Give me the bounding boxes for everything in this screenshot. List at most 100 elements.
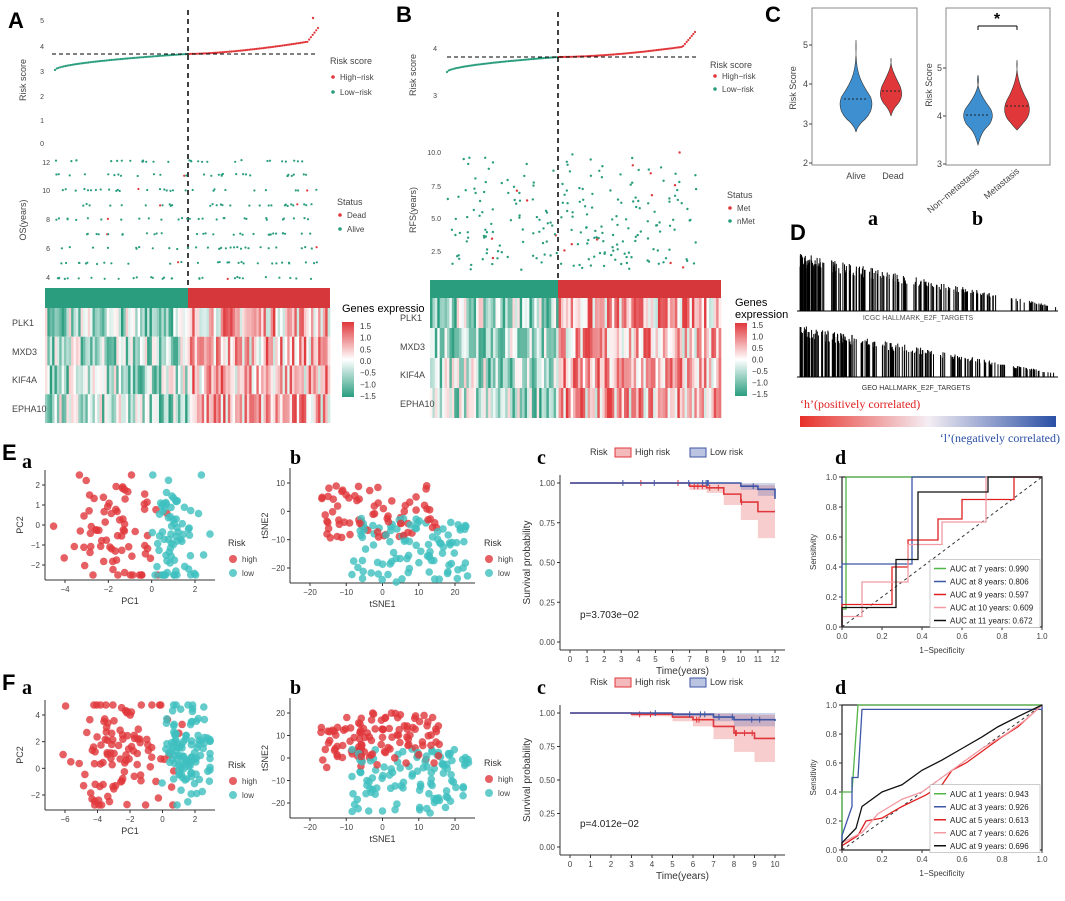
heat-cell: [643, 328, 647, 358]
heat-cell: [677, 358, 681, 388]
heat-cell: [451, 328, 455, 358]
rfs-point: [635, 205, 638, 209]
heat-cell: [575, 328, 579, 358]
risk-point: [655, 49, 658, 52]
heat-cell: [687, 328, 690, 358]
heat-cell: [175, 394, 179, 423]
heat-cell: [75, 365, 79, 395]
rfs-point: [532, 184, 535, 187]
heat-cell: [691, 388, 695, 418]
roc-legend-item: AUC at 11 years: 0.672: [950, 617, 1033, 626]
heat-tick: 1.0: [752, 333, 764, 342]
km-legend-low: Low risk: [710, 677, 744, 687]
point: [370, 509, 379, 518]
point: [393, 525, 401, 533]
risk-point: [151, 55, 154, 58]
heat-cell: [275, 394, 279, 423]
risk-point: [477, 63, 480, 66]
point: [417, 547, 425, 556]
heat-cell: [679, 358, 683, 388]
heat-cell: [54, 308, 58, 337]
heat-cell: [113, 365, 117, 395]
heat-cell: [667, 328, 671, 358]
os-point: [187, 246, 190, 249]
rfs-point: [658, 230, 662, 233]
risk-point: [165, 54, 168, 57]
os-point: [129, 159, 132, 162]
point: [170, 728, 178, 736]
rfs-point: [587, 258, 590, 261]
point: [447, 518, 455, 527]
heat-cell: [711, 328, 715, 358]
risk-point: [302, 41, 305, 44]
os-point: [106, 246, 109, 249]
os-point: [110, 262, 113, 265]
heat-cell: [311, 365, 314, 395]
point: [402, 759, 410, 767]
rfs-point: [631, 181, 634, 184]
heat-cell: [614, 358, 618, 388]
point: [378, 560, 387, 568]
os-point: [91, 246, 95, 249]
heat-cell: [263, 394, 267, 423]
heat-cell: [565, 358, 569, 388]
point: [415, 803, 424, 812]
heat-cell: [54, 394, 58, 423]
risk-point: [149, 55, 152, 58]
heat-cell: [258, 394, 262, 423]
heat-cell: [230, 308, 233, 337]
point: [200, 739, 208, 748]
x-tick: −2: [125, 815, 135, 824]
os-point: [212, 233, 215, 236]
os-point: [206, 160, 209, 163]
point: [354, 563, 362, 572]
panel-label-F: F: [2, 670, 15, 695]
heat-cell: [189, 308, 193, 337]
heat-cell: [716, 298, 719, 328]
heat-tick: 0.5: [360, 345, 372, 354]
km-band-high: [570, 483, 775, 539]
point: [169, 775, 178, 783]
risk-point: [311, 16, 315, 20]
os-point: [103, 277, 106, 280]
point: [442, 787, 451, 795]
point: [168, 707, 177, 715]
heat-cell: [78, 308, 81, 337]
risk-point: [629, 51, 632, 55]
point: [427, 731, 435, 739]
point: [425, 506, 434, 514]
b-heat-scale: [735, 323, 747, 396]
risk-point: [492, 61, 495, 64]
rfs-point: [611, 233, 615, 237]
risk-point: [188, 52, 191, 56]
heat-cell: [192, 365, 195, 395]
heat-cell: [456, 358, 460, 388]
x-tick: 5: [653, 655, 658, 664]
risk-point: [292, 42, 295, 46]
heat-cell: [85, 308, 89, 337]
point: [368, 750, 377, 758]
heat-cell: [490, 388, 494, 418]
heat-cell: [189, 394, 193, 423]
heat-cell: [192, 308, 195, 337]
point: [358, 533, 367, 542]
point: [133, 760, 141, 769]
os-point: [259, 246, 262, 249]
heat-cell: [582, 298, 586, 328]
heat-cell: [327, 365, 331, 395]
os-point: [70, 160, 73, 163]
heat-cell: [704, 298, 707, 328]
os-point: [221, 172, 224, 176]
os-point: [310, 247, 313, 250]
heat-cell: [696, 298, 700, 328]
c-b-frame: [945, 7, 1051, 166]
heat-cell: [237, 336, 241, 366]
rfs-point: [450, 228, 454, 231]
os-point: [290, 174, 293, 177]
rfs-point: [646, 220, 649, 223]
point: [369, 541, 378, 549]
heat-cell: [577, 358, 581, 388]
risk-point: [251, 48, 254, 51]
y-tick: 0.2: [826, 593, 838, 602]
os-point: [118, 189, 121, 193]
